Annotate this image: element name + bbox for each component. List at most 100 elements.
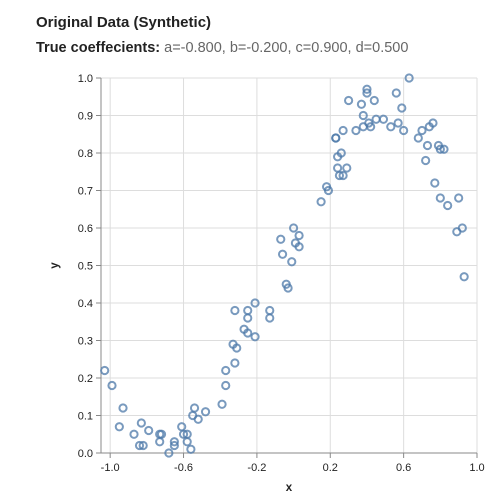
y-tick-label: 0.4 xyxy=(78,298,93,310)
data-point xyxy=(217,399,227,409)
y-tick-label: 0.9 xyxy=(78,111,93,123)
data-point xyxy=(178,429,189,439)
x-tick-label: -1.0 xyxy=(101,462,120,474)
data-point xyxy=(100,365,110,376)
x-tick-label: -0.2 xyxy=(247,462,266,474)
data-point xyxy=(169,437,179,447)
y-tick-label: 0.5 xyxy=(78,261,93,273)
y-tick-label: 0.8 xyxy=(78,148,93,160)
data-point xyxy=(386,122,396,132)
data-point xyxy=(421,155,431,166)
data-point xyxy=(459,272,469,282)
x-tick-label: 0.2 xyxy=(323,462,338,474)
data-point xyxy=(250,298,260,308)
data-point xyxy=(294,242,304,252)
data-point xyxy=(114,422,124,432)
data-point xyxy=(155,437,165,447)
data-point xyxy=(118,403,128,413)
data-point xyxy=(265,305,275,316)
data-point xyxy=(435,144,445,154)
data-point xyxy=(397,103,407,113)
x-axis-title: x xyxy=(286,482,293,494)
data-point xyxy=(457,223,467,233)
data-point xyxy=(334,170,345,181)
data-point xyxy=(391,88,401,98)
data-point xyxy=(189,403,200,413)
axes xyxy=(96,77,478,458)
data-point xyxy=(243,313,253,323)
data-point xyxy=(342,163,352,173)
data-point xyxy=(230,305,240,316)
data-point xyxy=(221,365,231,376)
data-point xyxy=(221,380,231,391)
y-tick-label: 0.1 xyxy=(78,411,93,423)
y-tick-label: 0.0 xyxy=(78,448,93,460)
data-point xyxy=(454,193,464,203)
data-point xyxy=(356,99,367,109)
data-point xyxy=(417,125,427,136)
data-point xyxy=(399,125,409,136)
data-point xyxy=(428,118,438,128)
x-tick-label: 0.6 xyxy=(396,462,411,474)
data-point xyxy=(351,125,361,136)
data-point xyxy=(277,249,288,259)
data-point xyxy=(430,178,440,188)
data-point xyxy=(193,414,203,424)
data-point xyxy=(134,440,145,451)
chart-title: Original Data (Synthetic) xyxy=(36,14,212,31)
data-point xyxy=(323,185,334,196)
data-point xyxy=(243,305,253,316)
data-point xyxy=(136,418,146,428)
y-tick-label: 0.3 xyxy=(78,336,93,348)
data-point xyxy=(336,148,346,158)
points-layer xyxy=(100,73,469,458)
data-point xyxy=(413,133,423,143)
data-point xyxy=(393,118,403,128)
data-point xyxy=(422,140,433,151)
data-point xyxy=(232,343,242,353)
data-point xyxy=(333,163,343,173)
y-tick-label: 1.0 xyxy=(78,73,93,85)
data-point xyxy=(186,444,196,454)
data-point xyxy=(362,84,372,94)
data-point xyxy=(378,114,389,124)
data-point xyxy=(230,358,240,368)
data-point xyxy=(169,440,179,451)
x-tick-label: 1.0 xyxy=(469,462,484,474)
data-point xyxy=(200,407,211,417)
data-point xyxy=(366,122,376,132)
subtitle-value: a=-0.800, b=-0.200, c=0.900, d=0.500 xyxy=(164,40,409,56)
data-point xyxy=(371,114,381,124)
x-tick-label: -0.6 xyxy=(174,462,193,474)
data-point xyxy=(344,95,354,106)
data-point xyxy=(338,170,348,181)
data-point xyxy=(331,133,341,143)
data-point xyxy=(144,425,154,436)
data-point xyxy=(250,332,260,342)
data-point xyxy=(276,234,286,244)
data-point xyxy=(129,429,139,439)
y-tick-label: 0.6 xyxy=(78,223,93,235)
data-point xyxy=(138,440,148,451)
chart-subtitle: True coeffecients: a=-0.800, b=-0.200, c… xyxy=(36,40,408,56)
data-point xyxy=(177,422,187,432)
tick-labels: 0.0 0.1 0.2 0.3 0.4 0.5 0.6 0.7 0.8 0.9 1.0 -1.0 -0.… xyxy=(78,73,485,474)
data-point xyxy=(404,73,414,83)
data-point xyxy=(288,223,299,233)
data-point xyxy=(443,200,453,211)
data-point xyxy=(156,429,167,439)
data-point xyxy=(243,328,253,338)
data-point xyxy=(439,144,449,154)
data-point xyxy=(182,437,192,447)
y-tick-label: 0.2 xyxy=(78,373,93,385)
data-point xyxy=(107,380,117,391)
data-point xyxy=(265,313,275,323)
y-axis-title: y xyxy=(49,262,61,269)
data-point xyxy=(362,88,372,98)
data-point xyxy=(164,448,174,458)
data-point xyxy=(283,283,293,293)
y-tick-label: 0.7 xyxy=(78,186,93,198)
data-point xyxy=(435,193,445,203)
data-point xyxy=(369,95,379,106)
data-point xyxy=(338,125,348,136)
